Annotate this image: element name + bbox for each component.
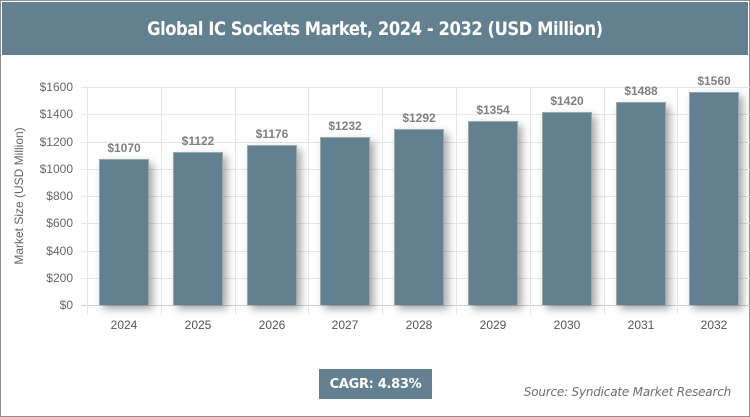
source-note: Source: Syndicate Market Research — [523, 385, 731, 399]
y-tick-label: $600 — [46, 216, 73, 230]
x-tick-label: 2029 — [479, 318, 507, 332]
gridline-vertical — [456, 87, 457, 315]
x-tick-label: 2026 — [258, 318, 286, 332]
bar-value-label: $1420 — [550, 94, 584, 108]
bar-2030 — [542, 112, 592, 305]
y-tick-label: $400 — [46, 244, 73, 258]
gridline-vertical — [382, 87, 383, 315]
gridline-vertical — [87, 87, 88, 315]
y-tick-label: $800 — [46, 189, 73, 203]
y-tick-label: $1000 — [39, 162, 73, 176]
bar-value-label: $1232 — [328, 119, 362, 133]
bar-value-label: $1176 — [255, 127, 289, 141]
gridline-vertical — [161, 87, 162, 315]
y-tick-label: $1200 — [39, 135, 73, 149]
bar-2027 — [320, 137, 370, 305]
bar-2026 — [247, 145, 297, 305]
bar-2025 — [173, 152, 223, 305]
gridline-horizontal — [81, 87, 750, 88]
y-tick-label: $200 — [46, 271, 73, 285]
x-tick-label: 2027 — [331, 318, 359, 332]
bar-2029 — [468, 121, 518, 305]
bar-value-label: $1122 — [181, 134, 215, 148]
x-tick-label: 2031 — [627, 318, 655, 332]
bar-value-label: $1488 — [624, 84, 658, 98]
bar-2031 — [616, 102, 666, 305]
bar-2028 — [394, 129, 444, 305]
gridline-horizontal — [81, 305, 750, 306]
y-tick-label: $1600 — [39, 80, 73, 94]
y-tick-label: $1400 — [39, 107, 73, 121]
x-tick-label: 2032 — [700, 318, 728, 332]
x-tick-label: 2025 — [184, 318, 212, 332]
gridline-vertical — [604, 87, 605, 315]
x-tick-label: 2028 — [405, 318, 433, 332]
x-tick-label: 2024 — [110, 318, 138, 332]
gridline-vertical — [677, 87, 678, 315]
gridline-vertical — [235, 87, 236, 315]
chart-title: Global IC Sockets Market, 2024 - 2032 (U… — [147, 17, 603, 40]
gridline-vertical — [530, 87, 531, 315]
y-tick-label: $0 — [59, 298, 73, 312]
x-tick-label: 2030 — [553, 318, 581, 332]
gridline-horizontal — [81, 114, 750, 115]
gridline-vertical — [308, 87, 309, 315]
bar-value-label: $1070 — [107, 141, 141, 155]
bar-value-label: $1560 — [697, 74, 731, 88]
cagr-badge: CAGR: 4.83% — [319, 369, 432, 399]
bar-value-label: $1354 — [476, 103, 510, 117]
plot-area: $1070 $1122 $1176 $1232 $1292 $1354 $1420 $1488… — [81, 74, 750, 315]
bar-value-label: $1292 — [402, 111, 436, 125]
chart-header: Global IC Sockets Market, 2024 - 2032 (U… — [2, 2, 748, 55]
bar-2032 — [689, 92, 739, 305]
bar-2024 — [99, 159, 149, 305]
